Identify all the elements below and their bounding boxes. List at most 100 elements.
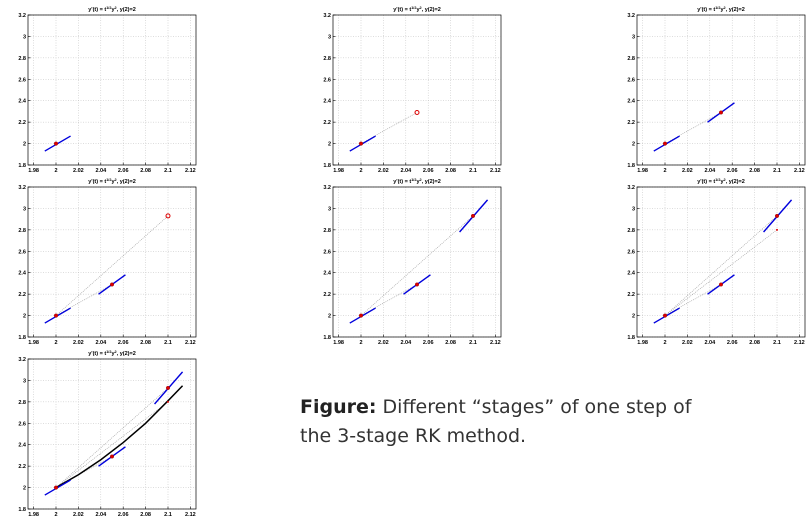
stage-point [359,141,364,146]
stage-point [54,485,59,490]
x-tick-label: 1.98 [28,340,39,346]
y-tick-label: 2.2 [627,292,635,298]
y-tick-label: 3.2 [18,13,26,19]
plot-title: y'(t) = t1/2y2, y(2)=2 [697,6,745,13]
x-tick-label: 2 [359,340,362,346]
plot-title: y'(t) = t1/2y2, y(2)=2 [88,6,136,13]
x-tick-label: 2.1 [773,168,781,174]
x-tick-label: 2.04 [95,168,107,174]
x-tick-label: 2.02 [378,168,389,174]
x-tick-label: 2.1 [469,340,477,346]
x-tick-label: 1.98 [28,512,39,517]
y-tick-label: 1.8 [323,163,331,169]
x-tick-label: 2.12 [185,168,196,174]
stage-point [718,282,723,287]
y-tick-label: 2.6 [627,249,635,255]
x-tick-label: 2.12 [490,168,501,174]
axes-box [332,14,502,166]
exact-solution-curve [55,385,184,489]
plot-svg: y'(t) = t1/2y2, y(2)=2 1.98 2 2.02 2.04 2.06 2… [18,350,197,517]
y-tick-label: 2.6 [18,249,26,255]
x-tick-label: 2.02 [682,340,693,346]
y-tick-label: 2.8 [627,228,635,234]
axes-box [332,186,502,338]
x-tick-label: 2 [359,168,362,174]
y-tick-label: 3 [632,206,635,212]
stage-point [414,110,420,115]
stage-point [109,454,114,459]
x-tick-label: 2.04 [95,340,107,346]
stage-guide-line [664,215,778,316]
x-tick-label: 2.12 [490,340,501,346]
x-tick-label: 2.02 [73,340,84,346]
y-tick-label: 1.8 [18,335,26,341]
x-tick-label: 2.12 [185,512,196,517]
x-tick-label: 2.06 [423,340,434,346]
y-tick-label: 2.8 [627,56,635,62]
y-tick-label: 2.8 [18,228,26,234]
y-tick-label: 3 [23,206,26,212]
y-tick-label: 3.2 [323,13,331,19]
y-tick-label: 3 [23,378,26,384]
x-tick-label: 1.98 [637,340,648,346]
stage-point [470,213,475,218]
stage-plot-4: y'(t) = t1/2y2, y(2)=2 1.98 2 2.02 2.04 2.06 2… [0,172,200,346]
axes-box [27,186,197,338]
y-tick-label: 2.8 [323,56,331,62]
x-tick-label: 2.1 [469,168,477,174]
stage-guide-line [360,215,474,316]
y-tick-label: 1.8 [323,335,331,341]
x-tick-label: 2.1 [164,512,172,517]
y-tick-label: 2.8 [18,56,26,62]
y-tick-label: 2.4 [18,271,27,277]
x-tick-label: 2 [54,340,57,346]
x-tick-label: 2.02 [73,512,84,517]
y-tick-label: 2.4 [627,99,636,105]
stage-point [54,141,59,146]
stage-point [359,313,364,318]
x-tick-label: 2.06 [727,340,738,346]
y-tick-label: 2.6 [18,421,26,427]
y-tick-label: 3.2 [323,185,331,191]
x-tick-label: 2.12 [794,168,805,174]
stage-point [774,213,779,218]
y-tick-label: 2.2 [18,464,26,470]
y-tick-label: 2.6 [627,77,635,83]
plot-svg: y'(t) = t1/2y2, y(2)=2 1.98 2 2.02 2.04 2.06 2… [627,6,806,174]
plot-title: y'(t) = t1/2y2, y(2)=2 [88,178,136,185]
x-tick-label: 2.04 [95,512,107,517]
x-tick-label: 2 [54,168,57,174]
plot-svg: y'(t) = t1/2y2, y(2)=2 1.98 2 2.02 2.04 2.06 2… [627,178,806,346]
caption-label: Figure: [300,396,377,418]
stage-plot-5: y'(t) = t1/2y2, y(2)=2 1.98 2 2.02 2.04 2.06 2… [305,172,505,346]
x-tick-label: 1.98 [637,168,648,174]
plot-svg: y'(t) = t1/2y2, y(2)=2 1.98 2 2.02 2.04 2.06 2… [18,178,197,346]
plot-title: y'(t) = t1/2y2, y(2)=2 [697,178,745,185]
x-tick-label: 1.98 [333,168,344,174]
x-tick-label: 2 [663,168,666,174]
stage-point [54,313,59,318]
y-tick-label: 2.2 [18,292,26,298]
y-tick-label: 2.6 [18,77,26,83]
y-tick-label: 3.2 [627,185,635,191]
y-tick-label: 1.8 [627,335,635,341]
y-tick-label: 2.4 [627,271,636,277]
y-tick-label: 2.4 [323,99,332,105]
x-tick-label: 2.08 [749,340,760,346]
x-tick-label: 1.98 [28,168,39,174]
plot-svg: y'(t) = t1/2y2, y(2)=2 1.98 2 2.02 2.04 2.06 2… [323,6,502,174]
y-tick-label: 2 [328,314,331,320]
x-tick-label: 2.02 [73,168,84,174]
x-tick-label: 2.06 [727,168,738,174]
x-tick-label: 2.04 [400,340,412,346]
y-tick-label: 2.2 [323,292,331,298]
stage-point [663,313,668,318]
y-tick-label: 2.6 [323,77,331,83]
stage-point [776,228,778,231]
y-tick-label: 3 [328,34,331,40]
stage-point [165,213,171,219]
y-tick-label: 1.8 [18,507,26,513]
stage-plot-3: y'(t) = t1/2y2, y(2)=2 1.98 2 2.02 2.04 2.06 2… [609,0,809,174]
x-tick-label: 2 [663,340,666,346]
y-tick-label: 2 [328,142,331,148]
